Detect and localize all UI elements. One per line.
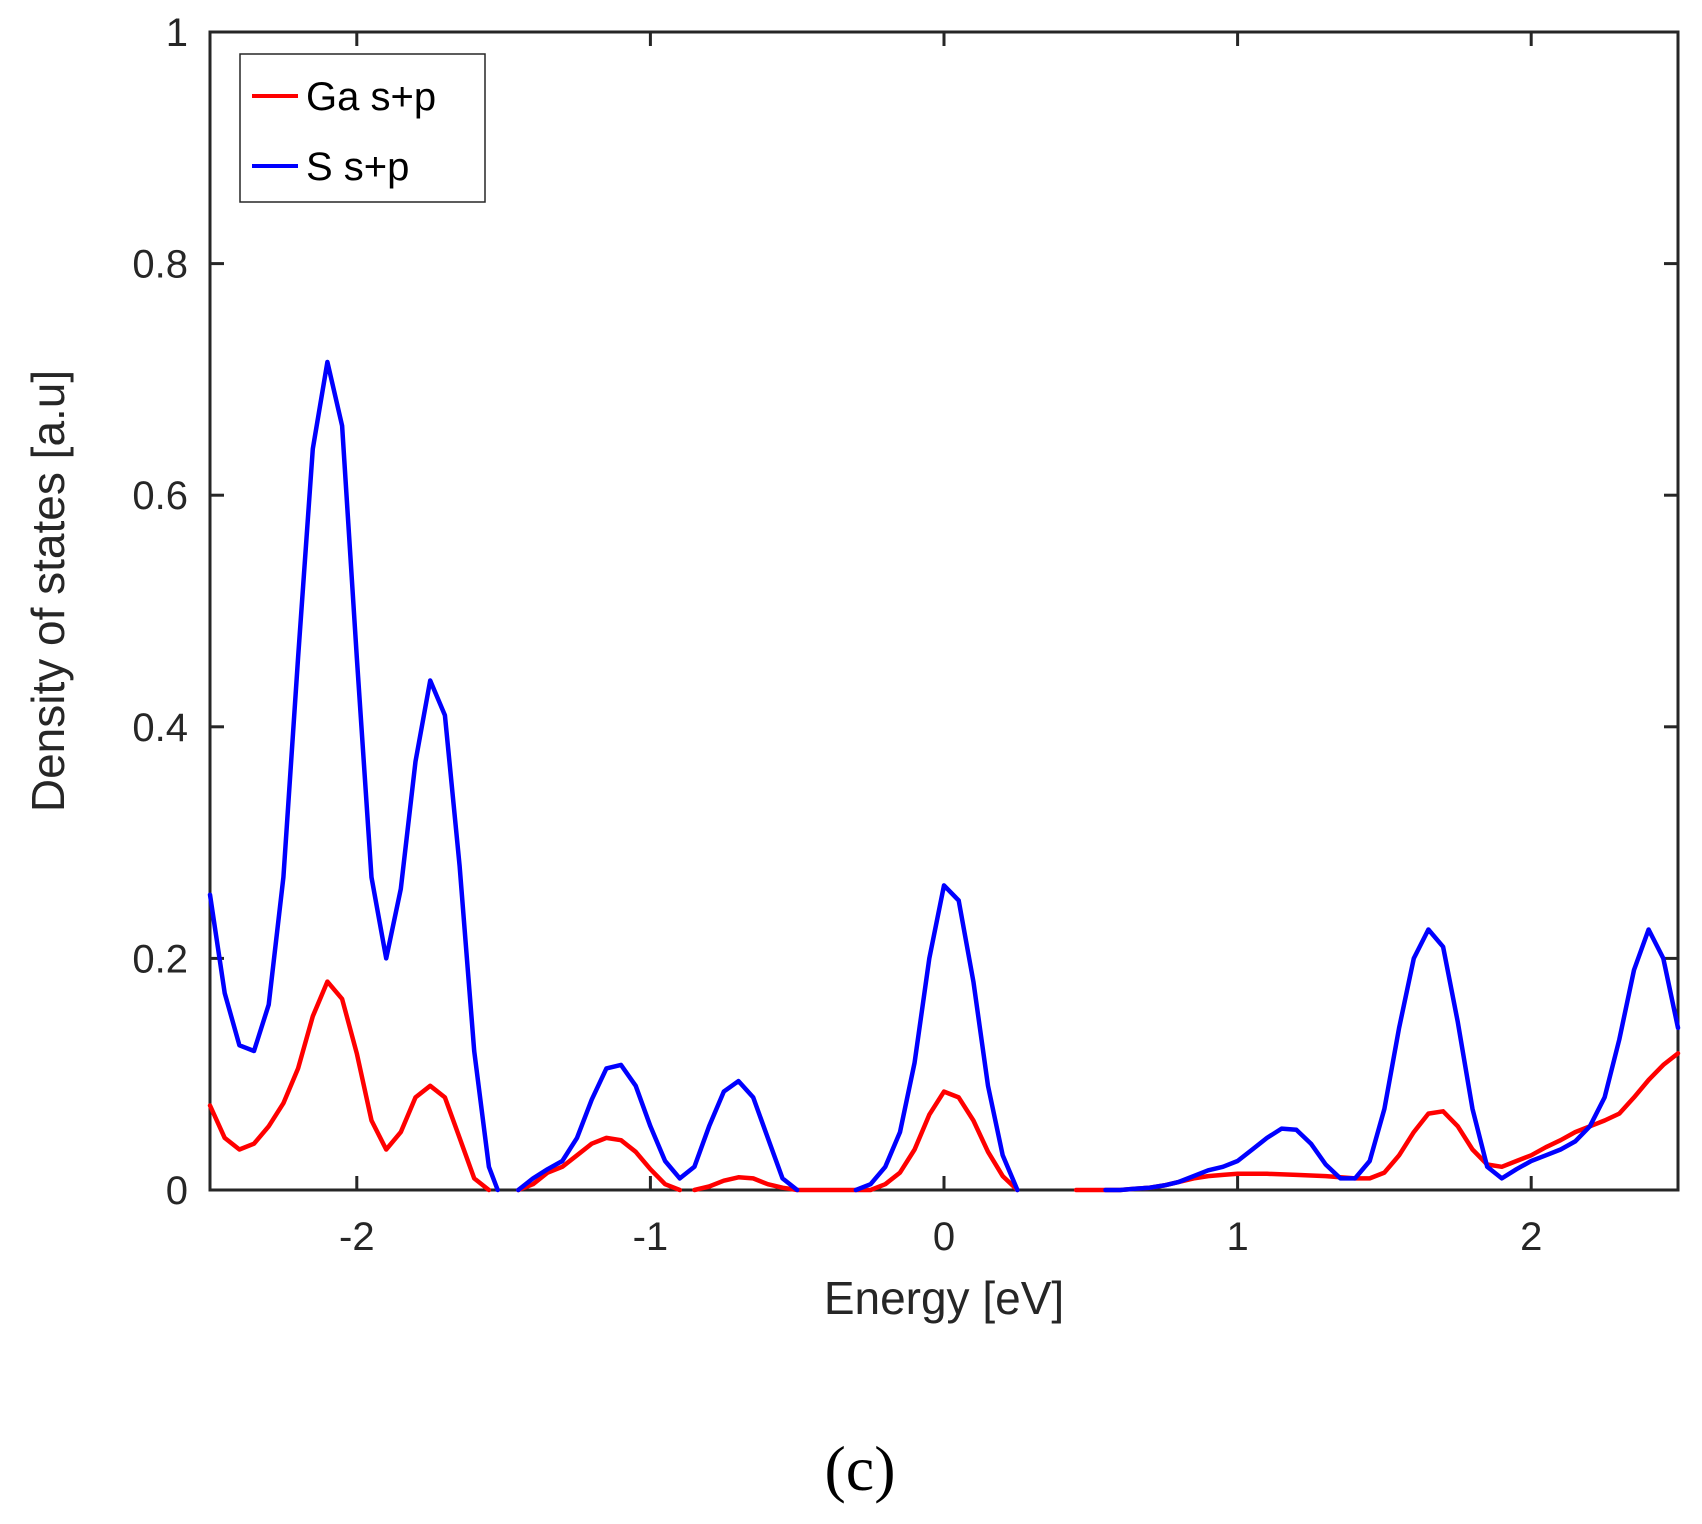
y-tick-label: 0.8	[132, 243, 188, 287]
series-line-s	[207, 359, 1681, 1193]
series-line-ga	[207, 979, 1681, 1193]
x-axis-ticks: -2 -1 0 1 2	[339, 32, 1542, 1259]
y-tick-label: 1	[166, 11, 188, 55]
x-tick-label: -2	[339, 1215, 375, 1259]
y-tick-label: 0.2	[132, 937, 188, 981]
y-tick-label: 0.4	[132, 706, 188, 750]
y-axis-title: Density of states [a.u]	[22, 370, 74, 812]
series-layer	[207, 359, 1681, 1193]
x-tick-label: 2	[1520, 1215, 1542, 1259]
legend-box	[239, 53, 486, 203]
legend: Ga s+p S s+p	[239, 53, 486, 203]
x-tick-label: -1	[633, 1215, 669, 1259]
x-axis-title: Energy [eV]	[824, 1272, 1064, 1324]
x-tick-label: 0	[933, 1215, 955, 1259]
figure-caption: (c)	[824, 1433, 895, 1504]
x-tick-label: 1	[1226, 1215, 1248, 1259]
y-tick-label: 0	[166, 1169, 188, 1213]
y-tick-label: 0.6	[132, 474, 188, 518]
legend-label-ga: Ga s+p	[306, 75, 436, 119]
legend-label-s: S s+p	[306, 145, 409, 189]
y-axis-ticks: 0 0.2 0.4 0.6 0.8 1	[132, 11, 1678, 1213]
